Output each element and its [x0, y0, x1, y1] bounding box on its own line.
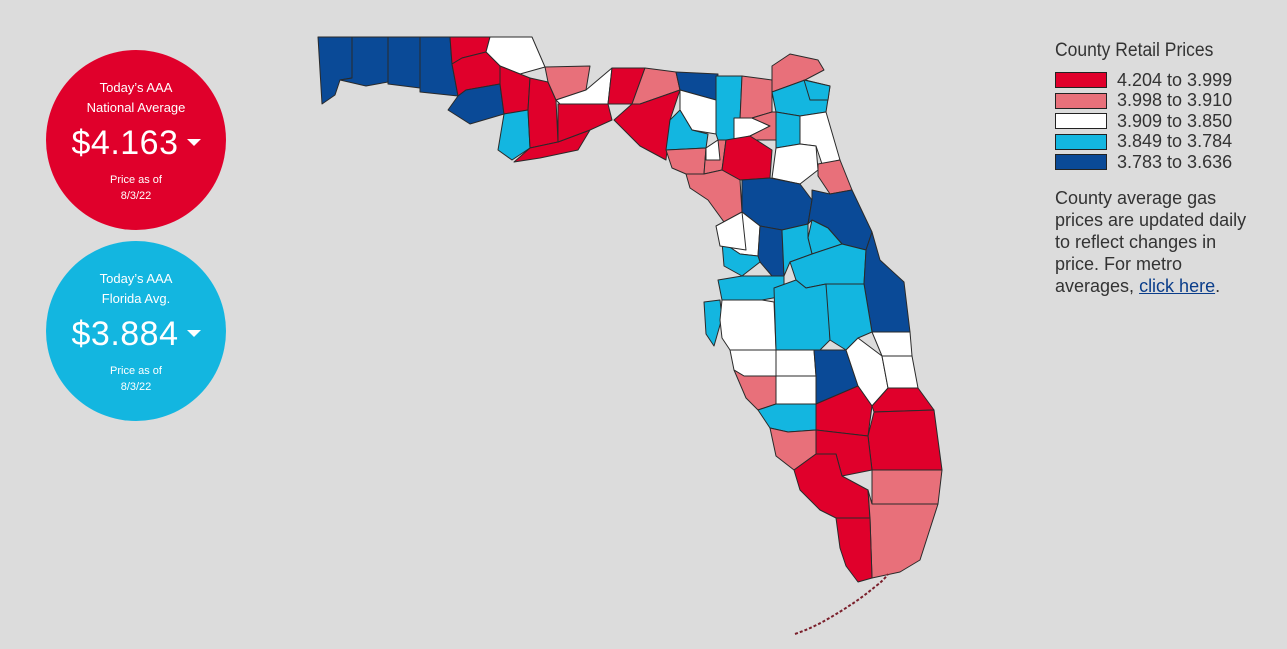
county-broward[interactable]: [871, 469, 943, 505]
florida-label-line1: Today’s AAA: [99, 271, 173, 286]
legend-row: 3.998 to 3.910: [1055, 90, 1285, 112]
florida-average-badge: Today’s AAA Florida Avg. $3.884 Price as…: [46, 241, 226, 421]
legend-swatch: [1055, 113, 1107, 130]
county-levy[interactable]: [685, 169, 743, 223]
legend-row: 3.849 to 3.784: [1055, 131, 1285, 153]
legend-description-text: County average gas prices are updated da…: [1055, 187, 1247, 296]
florida-keys: [794, 573, 889, 635]
national-price: $4.163: [46, 123, 226, 163]
legend-range-label: 3.998 to 3.910: [1117, 90, 1233, 111]
county-dixie[interactable]: [665, 147, 707, 175]
county-lake[interactable]: [757, 225, 785, 277]
national-label-line1: Today’s AAA: [99, 80, 173, 95]
metro-averages-link[interactable]: click here: [1139, 275, 1216, 296]
county-sarasota[interactable]: [733, 369, 777, 411]
florida-label-line2: Florida Avg.: [101, 291, 171, 306]
county-hernando[interactable]: [721, 241, 761, 277]
legend-swatch: [1055, 133, 1107, 150]
legend-range-label: 3.849 to 3.784: [1117, 131, 1233, 152]
county-monroe[interactable]: [835, 517, 873, 583]
florida-asof-date: 8/3/22: [120, 381, 152, 393]
county-desoto[interactable]: [775, 375, 817, 405]
county-escambia[interactable]: [317, 36, 353, 105]
legend-description-end: .: [1215, 275, 1221, 296]
national-asof-date: 8/3/22: [120, 190, 152, 202]
price-legend: County Retail Prices 4.204 to 3.999 3.998…: [1055, 40, 1285, 297]
legend-title: County Retail Prices: [1055, 40, 1214, 61]
county-alachua[interactable]: [721, 135, 773, 181]
legend-description: County average gas prices are updated da…: [1055, 187, 1255, 297]
county-st-lucie[interactable]: [881, 355, 919, 389]
national-price-value: $4.163: [71, 124, 179, 162]
county-brevard[interactable]: [863, 231, 911, 333]
national-average-badge: Today’s AAA National Average $4.163 Pric…: [46, 50, 226, 230]
county-okaloosa[interactable]: [387, 36, 421, 89]
legend-row: 4.204 to 3.999: [1055, 70, 1285, 91]
caret-down-icon: [186, 329, 201, 337]
legend-range-label: 4.204 to 3.999: [1117, 69, 1233, 90]
florida-price-value: $3.884: [71, 315, 179, 353]
legend-swatch: [1055, 72, 1107, 89]
county-volusia-north[interactable]: [803, 79, 831, 101]
county-gilchrist-east[interactable]: [705, 139, 721, 161]
county-flagler[interactable]: [817, 159, 853, 195]
florida-asof-label: Price as of: [110, 365, 162, 377]
county-polk[interactable]: [773, 279, 831, 351]
county-clay[interactable]: [775, 111, 801, 149]
legend-row: 3.783 to 3.636: [1055, 152, 1285, 173]
county-charlotte[interactable]: [757, 403, 817, 433]
caret-down-icon: [186, 138, 201, 146]
county-osceola[interactable]: [825, 283, 873, 351]
county-wakulla[interactable]: [557, 103, 613, 143]
county-palm-beach[interactable]: [867, 409, 943, 471]
county-hardee[interactable]: [775, 349, 817, 377]
legend-range-label: 3.783 to 3.636: [1117, 151, 1233, 172]
county-putnam[interactable]: [771, 143, 819, 185]
county-putnam-west[interactable]: [715, 211, 747, 251]
legend-row: 3.909 to 3.850: [1055, 111, 1285, 132]
county-bradford[interactable]: [749, 111, 777, 141]
legend-range-label: 3.909 to 3.850: [1117, 110, 1233, 131]
legend-swatch: [1055, 92, 1107, 109]
legend-swatch: [1055, 154, 1107, 171]
national-asof-label: Price as of: [110, 174, 162, 186]
county-gulf[interactable]: [497, 109, 531, 161]
national-label-line2: National Average: [86, 100, 186, 115]
county-pinellas[interactable]: [703, 299, 723, 347]
county-glades[interactable]: [815, 385, 873, 437]
county-calhoun[interactable]: [499, 65, 531, 115]
county-hillsborough[interactable]: [719, 299, 777, 351]
county-suwannee[interactable]: [679, 89, 717, 135]
florida-price: $3.884: [46, 314, 226, 354]
